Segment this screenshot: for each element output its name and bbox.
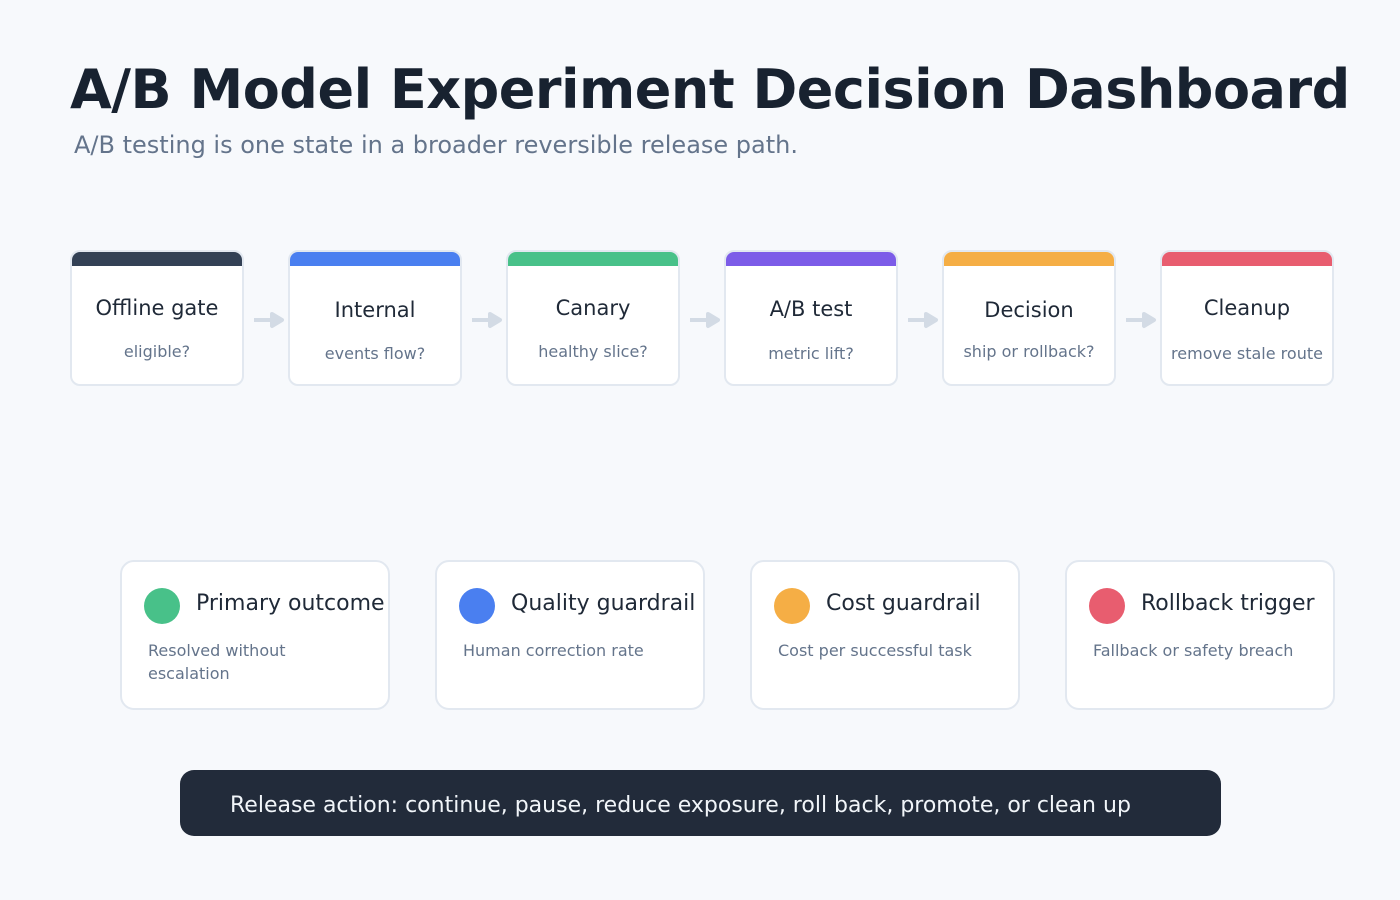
arrow-right-icon	[908, 312, 938, 328]
status-dot-icon	[459, 588, 495, 624]
metric-card-quality-guardrail: Quality guardrail Human correction rate	[435, 560, 705, 710]
stage-card-decision: Decision ship or rollback?	[942, 250, 1116, 386]
stage-title: Offline gate	[95, 296, 219, 320]
stage-color-bar	[1162, 252, 1332, 266]
metric-card-primary-outcome: Primary outcome Resolved without escalat…	[120, 560, 390, 710]
stage-color-bar	[944, 252, 1114, 266]
stage-card-ab-test: A/B test metric lift?	[724, 250, 898, 386]
arrow-right-icon	[690, 312, 720, 328]
arrow-right-icon	[472, 312, 502, 328]
stage-title: A/B test	[769, 297, 853, 321]
metric-description: Cost per successful task	[778, 641, 972, 660]
stage-color-bar	[726, 252, 896, 266]
stage-card-cleanup: Cleanup remove stale route	[1160, 250, 1334, 386]
metric-title: Cost guardrail	[826, 591, 981, 616]
stage-color-bar	[508, 252, 678, 266]
status-dot-icon	[1089, 588, 1125, 624]
metric-card-cost-guardrail: Cost guardrail Cost per successful task	[750, 560, 1020, 710]
stage-question: eligible?	[123, 342, 191, 361]
stage-title: Canary	[555, 296, 631, 320]
release-action-bar: Release action: continue, pause, reduce …	[180, 770, 1221, 836]
stage-color-bar	[290, 252, 460, 266]
page-subtitle: A/B testing is one state in a broader re…	[74, 131, 798, 159]
metric-card-rollback-trigger: Rollback trigger Fallback or safety brea…	[1065, 560, 1335, 710]
status-dot-icon	[774, 588, 810, 624]
stage-question: metric lift?	[768, 344, 854, 363]
metric-description: Fallback or safety breach	[1093, 641, 1294, 660]
release-action-text: Release action: continue, pause, reduce …	[230, 793, 1131, 818]
status-dot-icon	[144, 588, 180, 624]
stage-card-internal: Internal events flow?	[288, 250, 462, 386]
stage-title: Cleanup	[1203, 296, 1291, 320]
metric-description: Resolved without escalation	[148, 641, 286, 683]
metric-title: Rollback trigger	[1141, 591, 1315, 616]
metric-title: Quality guardrail	[511, 591, 696, 616]
stage-question: ship or rollback?	[963, 342, 1095, 361]
stage-title: Decision	[984, 298, 1074, 322]
page-title: A/B Model Experiment Decision Dashboard	[70, 58, 1350, 121]
metric-description: Human correction rate	[463, 641, 644, 660]
stage-title: Internal	[334, 298, 416, 322]
stage-question: remove stale route	[1171, 344, 1323, 363]
stage-question: events flow?	[324, 344, 426, 363]
stage-card-canary: Canary healthy slice?	[506, 250, 680, 386]
stage-question: healthy slice?	[538, 342, 648, 361]
metric-title: Primary outcome	[196, 591, 385, 616]
stage-card-offline-gate: Offline gate eligible?	[70, 250, 244, 386]
stage-color-bar	[72, 252, 242, 266]
arrow-right-icon	[254, 312, 284, 328]
arrow-right-icon	[1126, 312, 1156, 328]
